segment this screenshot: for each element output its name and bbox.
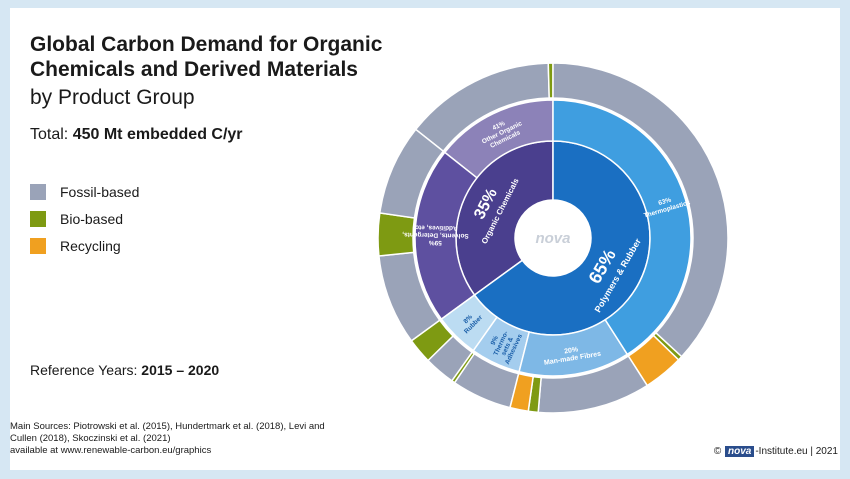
middle-label-solvents: 59%Solvents, Detergents,Additives, etc. [402, 223, 469, 246]
outer-recycling-segment-5-2 [627, 334, 680, 387]
legend-swatch-recycling [30, 238, 46, 254]
sources-note: Main Sources: Piotrowski et al. (2015), … [10, 421, 340, 457]
sources-text: Main Sources: Piotrowski et al. (2015), … [10, 421, 325, 444]
sources-link[interactable]: available at www.renewable-carbon.eu/gra… [10, 445, 212, 456]
legend-label-bio: Bio-based [60, 211, 124, 227]
total-line: Total: 450 Mt embedded C/yr [30, 126, 243, 144]
reference-years: Reference Years: 2015 – 2020 [30, 362, 219, 378]
middle-segment-1 [414, 151, 478, 321]
middle-segment-4 [518, 318, 629, 377]
chart-title: Global Carbon Demand for Organic Chemica… [30, 33, 383, 81]
middle-segment-3 [472, 316, 531, 373]
legend-label-recycling: Recycling [60, 238, 121, 254]
reference-value: 2015 – 2020 [141, 362, 220, 378]
center-hole [515, 200, 591, 276]
middle-segment-5 [552, 99, 692, 356]
reference-label: Reference Years: [30, 362, 138, 378]
nova-logo-icon: nova [725, 446, 755, 457]
outer-bio-segment-3-1 [450, 351, 476, 384]
outer-fossil-segment-1-2 [378, 128, 445, 219]
nova-logo-icon: nova [535, 230, 570, 247]
footer-credit: © nova -Institute.eu | 2021 [714, 446, 838, 457]
chart-subtitle: by Product Group [30, 86, 195, 109]
outer-recycling-segment-4-2 [509, 372, 535, 413]
total-label: Total: [30, 126, 69, 143]
copyright-symbol: © [713, 446, 722, 457]
outer-bio-segment-2-1 [410, 319, 455, 362]
legend-label-fossil: Fossil-based [60, 184, 140, 200]
total-value: 450 Mt embedded C/yr [72, 126, 243, 143]
legend-swatch-bio [30, 211, 46, 227]
footer-text: -Institute.eu | 2021 [755, 446, 838, 457]
legend-swatch-fossil [30, 184, 46, 200]
